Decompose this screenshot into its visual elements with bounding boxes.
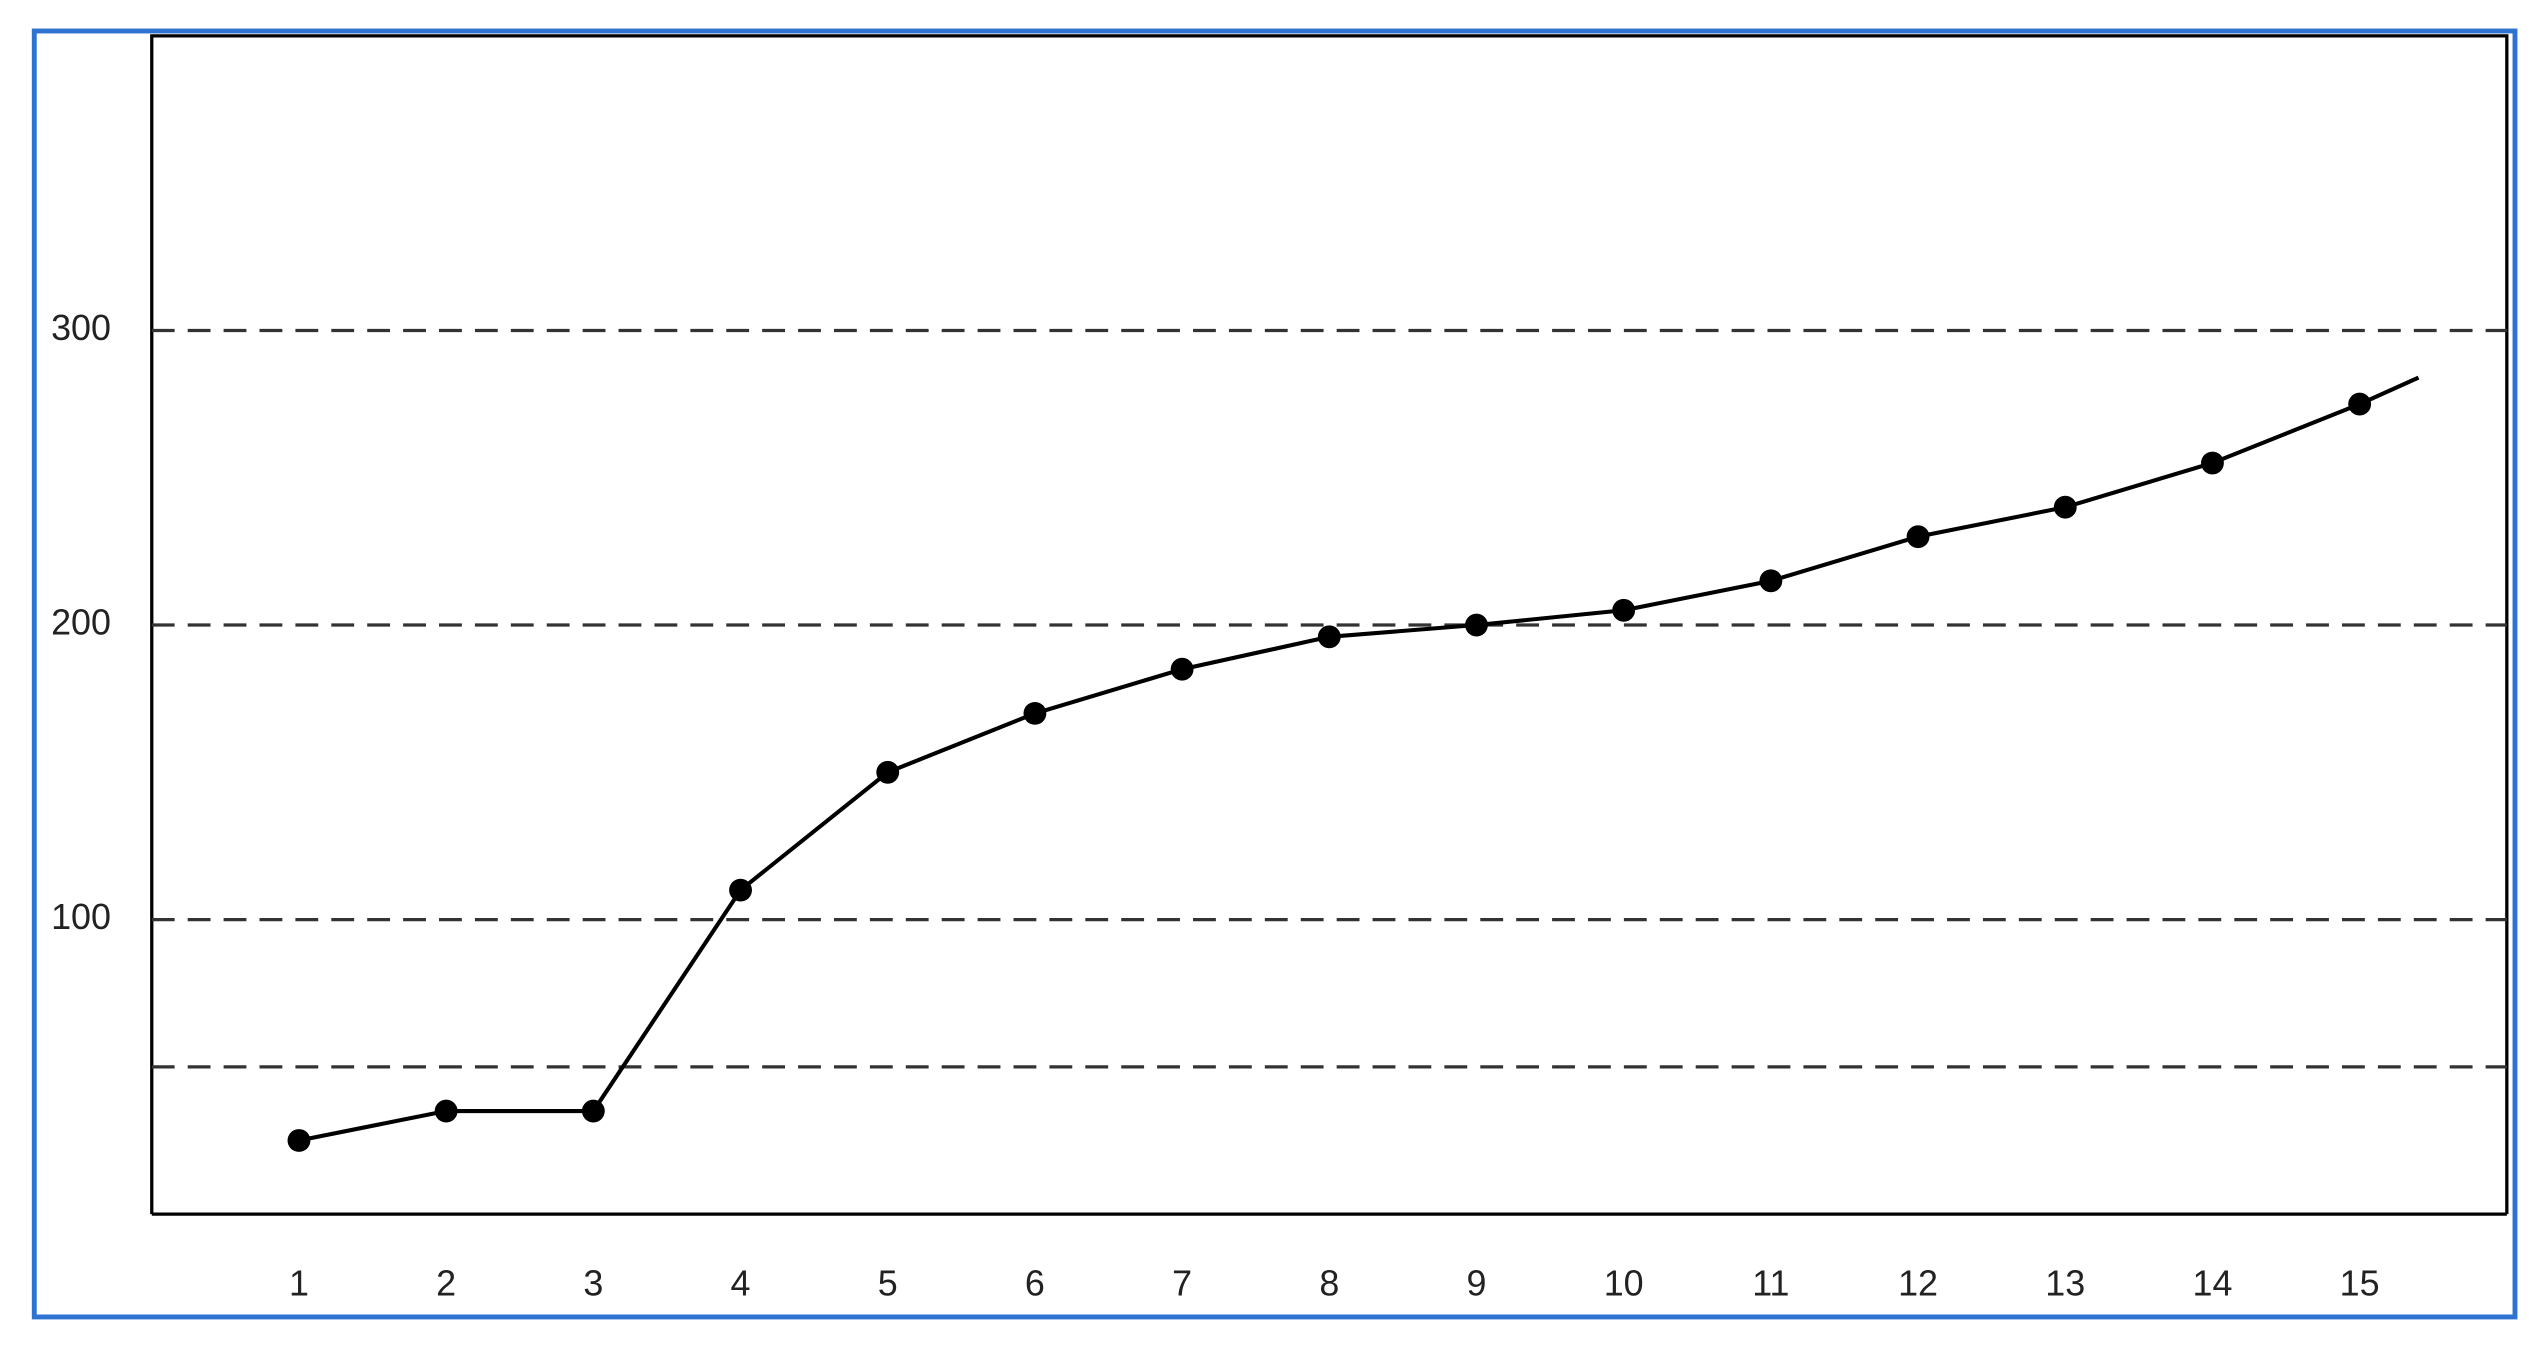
point: [1612, 598, 1636, 622]
point: [1906, 525, 1930, 549]
point: [1023, 701, 1047, 725]
x-tick-label: 15: [2340, 1263, 2380, 1303]
x-tick-label: 11: [1752, 1263, 1789, 1303]
point: [2348, 392, 2372, 416]
x-tick-label: 1: [289, 1263, 309, 1303]
x-tick-label: 14: [2192, 1263, 2232, 1303]
point: [1759, 569, 1783, 593]
point: [2201, 451, 2224, 475]
point: [1317, 625, 1341, 649]
frame: [31, 28, 2518, 1320]
x-tick-label: 12: [1898, 1263, 1938, 1303]
x-tick-label: 5: [878, 1263, 898, 1303]
x-tick-label: 9: [1467, 1263, 1487, 1303]
x-tick-label: 13: [2045, 1263, 2085, 1303]
x-tick-label: 8: [1319, 1263, 1339, 1303]
point: [2053, 495, 2077, 519]
point: [876, 760, 900, 784]
point: [434, 1099, 458, 1123]
x-tick-label: 6: [1025, 1263, 1045, 1303]
point: [729, 878, 752, 902]
line: [298, 375, 2420, 1143]
point: [1465, 613, 1488, 637]
y-tick-label: 200: [51, 603, 111, 643]
x-tick-label: 7: [1172, 1263, 1192, 1303]
y-tick-label: 300: [51, 308, 111, 348]
x-tick-label: 3: [583, 1263, 603, 1303]
x-tick-label: 2: [436, 1263, 456, 1303]
y-tick-label: 100: [51, 897, 111, 937]
point: [287, 1129, 311, 1152]
x-tick-label: 10: [1604, 1263, 1644, 1303]
point: [1170, 657, 1194, 681]
x-tick-label: 4: [731, 1263, 751, 1303]
point: [581, 1099, 605, 1123]
